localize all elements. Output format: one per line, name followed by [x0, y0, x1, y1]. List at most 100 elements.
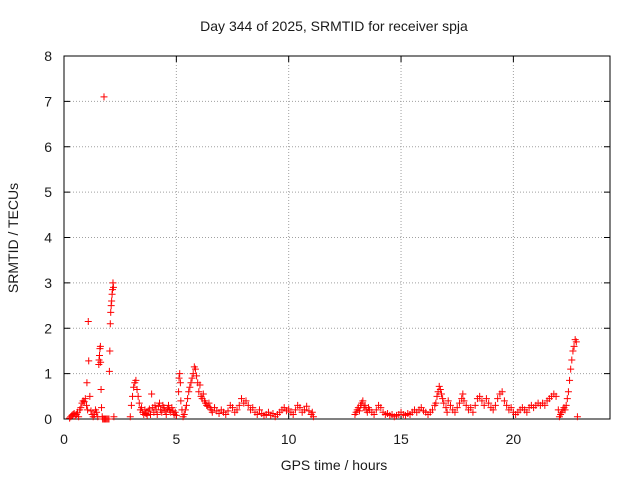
data-point [244, 401, 252, 409]
data-point [482, 395, 490, 403]
data-point [160, 404, 168, 412]
data-point [453, 404, 461, 412]
grid-lines [64, 56, 610, 419]
data-point [567, 365, 575, 373]
data-point [446, 401, 454, 409]
y-tick-label: 7 [44, 93, 52, 109]
data-point [562, 401, 570, 409]
data-point [471, 401, 479, 409]
y-tick-label: 3 [44, 275, 52, 291]
data-point [291, 406, 299, 414]
data-points [66, 93, 581, 423]
y-tick-label: 5 [44, 184, 52, 200]
data-point [503, 401, 511, 409]
data-point [186, 383, 194, 391]
data-point [77, 404, 85, 412]
data-point [175, 388, 183, 396]
data-point [566, 376, 574, 384]
data-point [82, 401, 90, 409]
data-point [242, 397, 250, 405]
data-point [185, 388, 193, 396]
data-point [476, 392, 484, 400]
data-point [289, 410, 297, 418]
data-point [467, 404, 475, 412]
data-point [451, 408, 459, 416]
data-point [193, 372, 201, 380]
data-point [182, 401, 190, 409]
data-point [478, 397, 486, 405]
data-point [498, 388, 506, 396]
data-point [229, 404, 237, 412]
data-point [100, 93, 108, 101]
data-point [305, 407, 313, 415]
data-point [238, 395, 246, 403]
data-point [303, 402, 311, 410]
data-point [143, 411, 151, 419]
data-point [255, 406, 263, 414]
data-point [552, 392, 560, 400]
data-point [359, 397, 367, 405]
data-point [87, 407, 95, 415]
data-point [569, 347, 577, 355]
data-point [151, 401, 159, 409]
y-tick-label: 1 [44, 366, 52, 382]
x-tick-label: 5 [172, 431, 180, 447]
x-tick-label: 20 [506, 431, 522, 447]
data-point [205, 399, 213, 407]
data-point [106, 347, 114, 355]
data-point [224, 407, 232, 415]
data-point [233, 406, 241, 414]
data-point [377, 404, 385, 412]
data-point [98, 404, 106, 412]
chart-title: Day 344 of 2025, SRMTID for receiver spj… [200, 18, 468, 34]
data-point [433, 392, 441, 400]
data-point [459, 390, 467, 398]
data-point [485, 399, 493, 407]
data-point [134, 392, 142, 400]
data-point [86, 392, 94, 400]
y-tick-label: 6 [44, 139, 52, 155]
data-point [141, 406, 149, 414]
data-point [253, 410, 261, 418]
data-point [126, 413, 134, 421]
data-point [570, 342, 578, 350]
data-point [84, 406, 92, 414]
data-point [563, 395, 571, 403]
data-point [127, 401, 135, 409]
data-point [208, 408, 216, 416]
data-point [372, 406, 380, 414]
data-point [523, 408, 531, 416]
data-point [187, 379, 195, 387]
data-point [153, 410, 161, 418]
data-point [184, 395, 192, 403]
data-point [460, 397, 468, 405]
data-point [154, 402, 162, 410]
data-point [300, 406, 308, 414]
data-point [158, 408, 166, 416]
x-tick-label: 10 [281, 431, 297, 447]
data-point [500, 397, 508, 405]
data-point [181, 406, 189, 414]
data-point [572, 338, 580, 346]
data-point [455, 399, 463, 407]
data-point [440, 399, 448, 407]
data-point [109, 283, 117, 291]
x-tick-label: 15 [393, 431, 409, 447]
data-point [144, 407, 152, 415]
data-point [96, 351, 104, 359]
data-point [442, 404, 450, 412]
data-point [444, 397, 452, 405]
data-point [437, 390, 445, 398]
y-axis-label: SRMTID / TECUs [5, 183, 21, 293]
data-point [561, 406, 569, 414]
data-point [432, 399, 440, 407]
data-point [443, 408, 451, 416]
data-point [83, 379, 91, 387]
data-point [133, 386, 141, 394]
data-point [370, 410, 378, 418]
y-tick-label: 4 [44, 230, 52, 246]
data-point [176, 370, 184, 378]
data-point [110, 413, 118, 421]
data-point [105, 367, 113, 375]
